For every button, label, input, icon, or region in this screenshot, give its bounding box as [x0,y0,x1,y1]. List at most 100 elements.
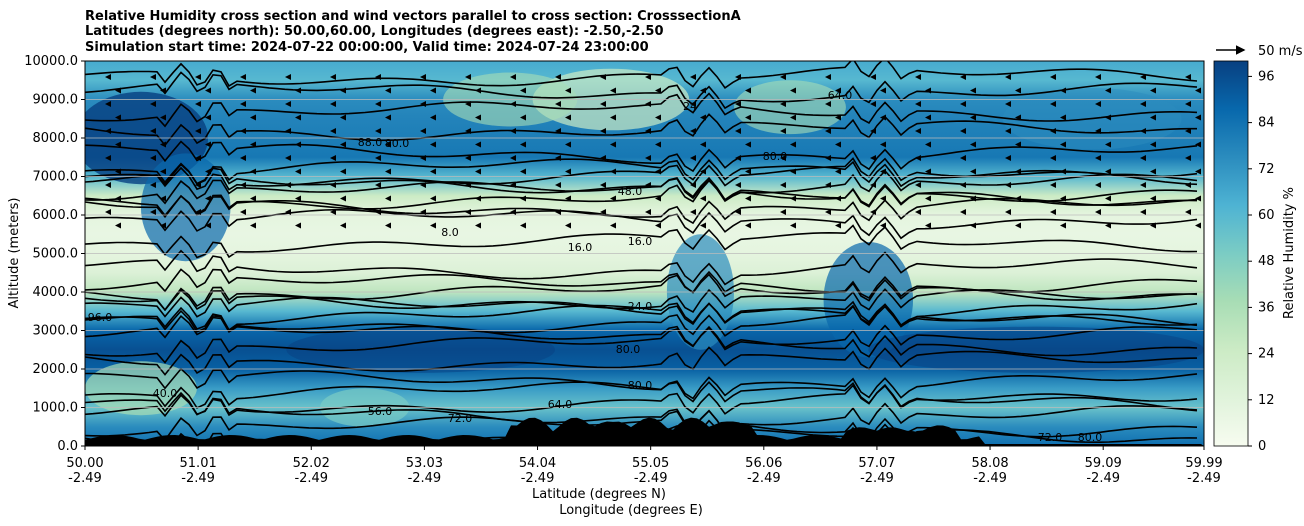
wind-arrow [465,128,471,134]
wind-arrow [330,74,336,80]
contour-line [85,163,1198,203]
wind-arrow [555,101,561,107]
wind-arrow [790,222,796,229]
wind-arrow [520,114,526,121]
wind-arrow [1150,222,1156,229]
wind-arrow [690,209,696,215]
y-tick-label: 0.0 [57,439,78,454]
wind-arrow [240,128,246,134]
wind-arrow [1060,222,1066,229]
wind-arrow [1150,87,1156,94]
wind-arrow [285,101,291,107]
wind-arrow [1050,101,1056,107]
contour-label: 80.0 [1078,431,1103,444]
wind-arrow [780,209,786,215]
wind-arrow [870,74,876,80]
wind-arrow [430,114,436,121]
x-tick-label-latitude: 56.06 [745,456,782,471]
wind-arrow [430,195,436,202]
x-tick-label-latitude: 59.99 [1185,456,1222,471]
wind-arrow [240,101,246,107]
wind-arrow [780,128,786,134]
wind-arrow [105,209,111,215]
y-axis-label: Altitude (meters) [7,198,22,309]
wind-arrow [375,182,381,188]
contour-label: 40.0 [153,387,178,400]
wind-arrow [1005,182,1011,188]
wind-arrow [565,195,571,202]
wind-arrow [1015,222,1021,229]
wind-arrow [195,155,201,161]
wind-arrow [520,87,526,94]
wind-arrow [240,182,246,188]
wind-arrow [825,209,831,215]
wind-arrow [600,101,606,107]
wind-arrow [700,168,706,175]
wind-arrow [645,182,651,188]
wind-arrow [1105,195,1111,202]
contour-line [85,179,1198,219]
wind-arrow [645,155,651,161]
wind-arrow [700,114,706,121]
wind-arrow [1095,101,1101,107]
wind-arrow [205,87,211,94]
contour-label: 8.0 [441,226,459,239]
wind-arrow [925,114,931,121]
wind-arrow [690,128,696,134]
wind-arrow [295,114,301,121]
contour-label: 80.0 [763,150,788,163]
contour-line [85,71,1198,110]
wind-arrow [1185,101,1191,107]
wind-arrow [690,74,696,80]
wind-arrow [160,195,166,202]
wind-arrow [465,101,471,107]
contour-label: 64.0 [828,89,853,102]
wind-arrow [375,209,381,215]
wind-arrow [475,168,481,175]
wind-arrow [960,182,966,188]
wind-arrow [825,155,831,161]
wind-arrow [430,222,436,229]
wind-arrow [1150,114,1156,121]
wind-arrow [565,168,571,175]
wind-arrow [1005,101,1011,107]
wind-arrow [600,128,606,134]
wind-arrow [1060,195,1066,202]
wind-arrow [115,141,121,148]
wind-arrow [295,141,301,148]
wind-arrow [780,74,786,80]
wind-arrow [295,168,301,175]
y-tick-label: 1000.0 [33,401,79,416]
wind-arrow [1195,168,1201,175]
contour-line [85,158,1198,188]
wind-arrow [285,155,291,161]
wind-arrow [655,168,661,175]
contour-line [85,224,1198,259]
wind-arrow [1060,114,1066,121]
contour-line [85,296,1198,328]
wind-arrow [655,141,661,148]
contour-label: 80.0 [616,343,641,356]
wind-arrow [1185,155,1191,161]
x-tick-label-latitude: 55.05 [632,456,669,471]
x-tick-label-longitude: -2.49 [408,471,442,486]
wind-vectors [105,74,1201,229]
wind-arrow [195,74,201,80]
wind-arrow [915,155,921,161]
contour-line [85,383,1198,417]
wind-arrow [205,141,211,148]
y-tick-label: 6000.0 [33,208,79,223]
wind-arrow [1195,141,1201,148]
wind-arrow [1015,114,1021,121]
wind-arrow [340,141,346,148]
wind-arrow [825,182,831,188]
wind-arrow [1150,168,1156,175]
wind-arrow [195,209,201,215]
x-axis-label-latitude: Latitude (degrees N) [532,487,666,502]
wind-arrow [1185,182,1191,188]
wind-arrow [735,209,741,215]
wind-arrow [115,114,121,121]
wind-arrow [745,195,751,202]
wind-arrow [520,195,526,202]
wind-arrow [970,168,976,175]
